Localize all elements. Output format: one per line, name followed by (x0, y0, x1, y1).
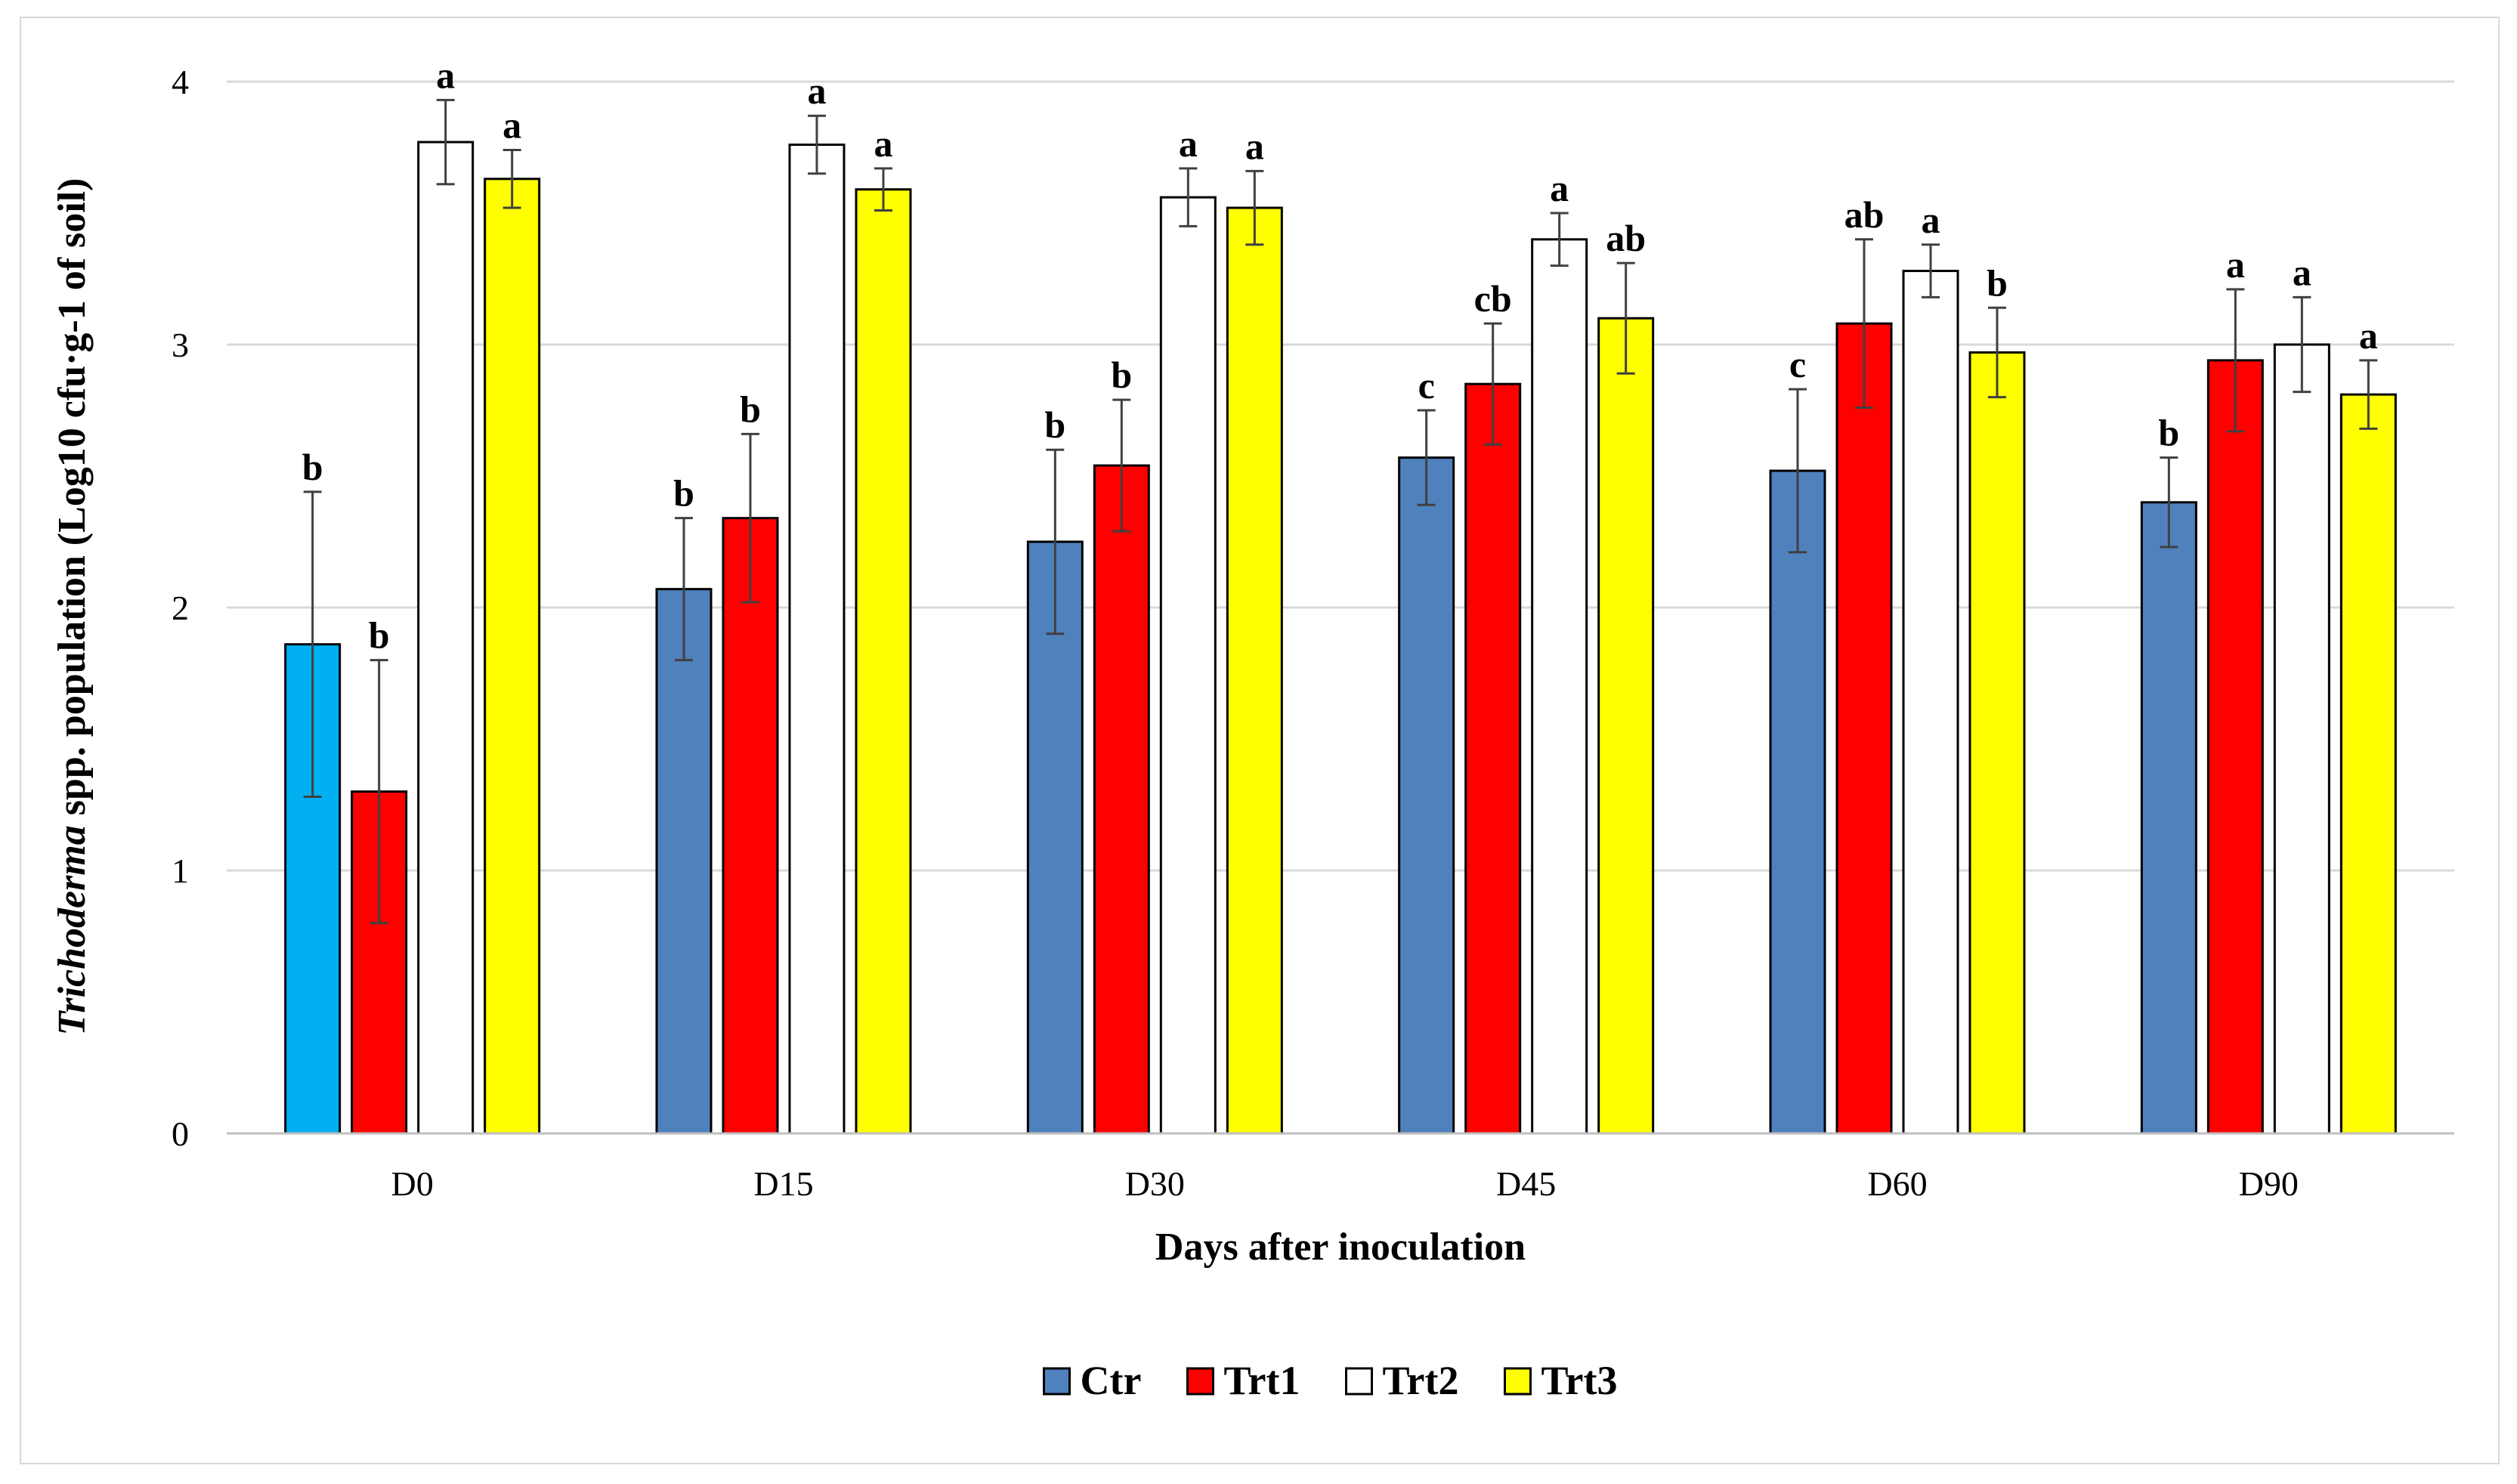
legend-swatch-ctr (1043, 1367, 1071, 1396)
error-bars-layer (303, 98, 2378, 925)
legend-item-trt2: Trt2 (1345, 1358, 1459, 1403)
significance-letter-trt3-d30: a (1245, 125, 1264, 167)
bar-trt2-d30 (1159, 196, 1217, 1135)
significance-letter-ctr-d30: b (1044, 403, 1065, 446)
legend-swatch-trt3 (1504, 1367, 1532, 1396)
significance-letter-trt1-d0: b (369, 614, 390, 657)
legend-item-trt1: Trt1 (1186, 1358, 1300, 1403)
y-axis-title-italic: Trichoderma (51, 825, 94, 1035)
bar-ctr-d30 (1026, 540, 1084, 1135)
significance-letter-trt2-d90: a (2293, 251, 2311, 293)
bar-trt1-d15 (722, 517, 779, 1135)
significance-letter-trt2-d45: a (1550, 167, 1569, 209)
significance-letter-ctr-d15: b (673, 472, 694, 515)
legend: Ctr Trt1 Trt2 Trt3 (1043, 1358, 1618, 1403)
significance-letter-trt1-d90: a (2226, 243, 2245, 286)
bar-trt3-d15 (855, 188, 912, 1135)
bar-trt3-d90 (2339, 393, 2397, 1135)
significance-letter-trt1-d30: b (1111, 354, 1132, 396)
y-tick-label: 0 (172, 1115, 189, 1153)
bar-trt3-d30 (1226, 206, 1283, 1135)
bars-layer (284, 141, 2397, 1135)
y-axis-ticks: 0 1 2 3 4 (172, 63, 189, 1153)
bar-trt2-d0 (417, 141, 475, 1135)
bar-ctr-d90 (2140, 501, 2197, 1135)
x-axis-ticks: D0 D15 D30 D45 D60 D90 (391, 1164, 2299, 1203)
bar-trt2-d15 (788, 144, 846, 1135)
significance-letter-trt3-d90: a (2359, 314, 2378, 357)
legend-item-ctr: Ctr (1043, 1358, 1142, 1403)
y-tick-label: 2 (172, 589, 189, 627)
significance-letter-trt3-d15: a (874, 122, 893, 165)
bar-ctr-d15 (655, 588, 713, 1135)
y-tick-label: 4 (172, 63, 189, 101)
bar-trt3-d60 (1968, 351, 2026, 1135)
y-tick-label: 1 (172, 852, 189, 890)
x-tick-label-d90: D90 (2239, 1164, 2299, 1203)
legend-swatch-trt2 (1345, 1367, 1373, 1396)
significance-letter-trt3-d0: a (502, 104, 521, 146)
legend-item-trt3: Trt3 (1504, 1358, 1618, 1403)
x-tick-label-d0: D0 (391, 1164, 434, 1203)
x-axis-title: Days after inoculation (1155, 1226, 1526, 1269)
x-tick-label-d15: D15 (753, 1164, 813, 1203)
significance-letter-ctr-d60: c (1789, 343, 1806, 385)
bar-ctr-d45 (1398, 456, 1455, 1135)
bar-trt2-d60 (1902, 270, 1959, 1135)
legend-label-ctr: Ctr (1081, 1358, 1142, 1403)
x-tick-label-d60: D60 (1867, 1164, 1927, 1203)
significance-letter-ctr-d90: b (2158, 412, 2179, 454)
x-tick-label-d30: D30 (1125, 1164, 1185, 1203)
bar-trt1-d90 (2206, 359, 2264, 1135)
y-axis-title-rest: spp. population (Log10 cfu·g-1 of soil) (51, 178, 94, 826)
legend-label-trt1: Trt1 (1224, 1358, 1300, 1403)
significance-letter-trt3-d60: b (1987, 261, 2008, 304)
y-tick-label: 3 (172, 326, 189, 364)
bar-trt2-d45 (1531, 238, 1588, 1135)
gridlines (227, 80, 2454, 872)
significance-letter-trt2-d30: a (1179, 122, 1198, 165)
bar-trt2-d90 (2273, 343, 2330, 1135)
significance-letter-trt1-d60: ab (1844, 193, 1885, 236)
significance-letter-trt2-d15: a (808, 70, 827, 112)
significance-letter-trt1-d15: b (740, 388, 761, 430)
significance-letter-trt2-d0: a (436, 54, 455, 96)
y-axis-title: Trichoderma spp. population (Log10 cfu·g… (51, 178, 94, 1036)
bar-trt1-d30 (1093, 464, 1150, 1135)
legend-label-trt2: Trt2 (1383, 1358, 1459, 1403)
bar-trt1-d60 (1835, 322, 1893, 1135)
legend-swatch-trt1 (1186, 1367, 1214, 1396)
bar-trt3-d0 (484, 178, 541, 1135)
significance-letter-trt3-d45: ab (1606, 217, 1646, 259)
bar-ctr-d60 (1769, 469, 1826, 1135)
significance-letter-trt1-d45: cb (1474, 277, 1512, 320)
bar-trt1-d45 (1464, 382, 1522, 1135)
legend-label-trt3: Trt3 (1541, 1358, 1618, 1403)
significance-letter-ctr-d45: c (1418, 364, 1435, 407)
significance-letter-trt2-d60: a (1922, 199, 1940, 241)
bar-trt3-d45 (1597, 317, 1655, 1135)
significance-letter-ctr-d0: b (302, 446, 323, 488)
x-tick-label-d45: D45 (1496, 1164, 1556, 1203)
